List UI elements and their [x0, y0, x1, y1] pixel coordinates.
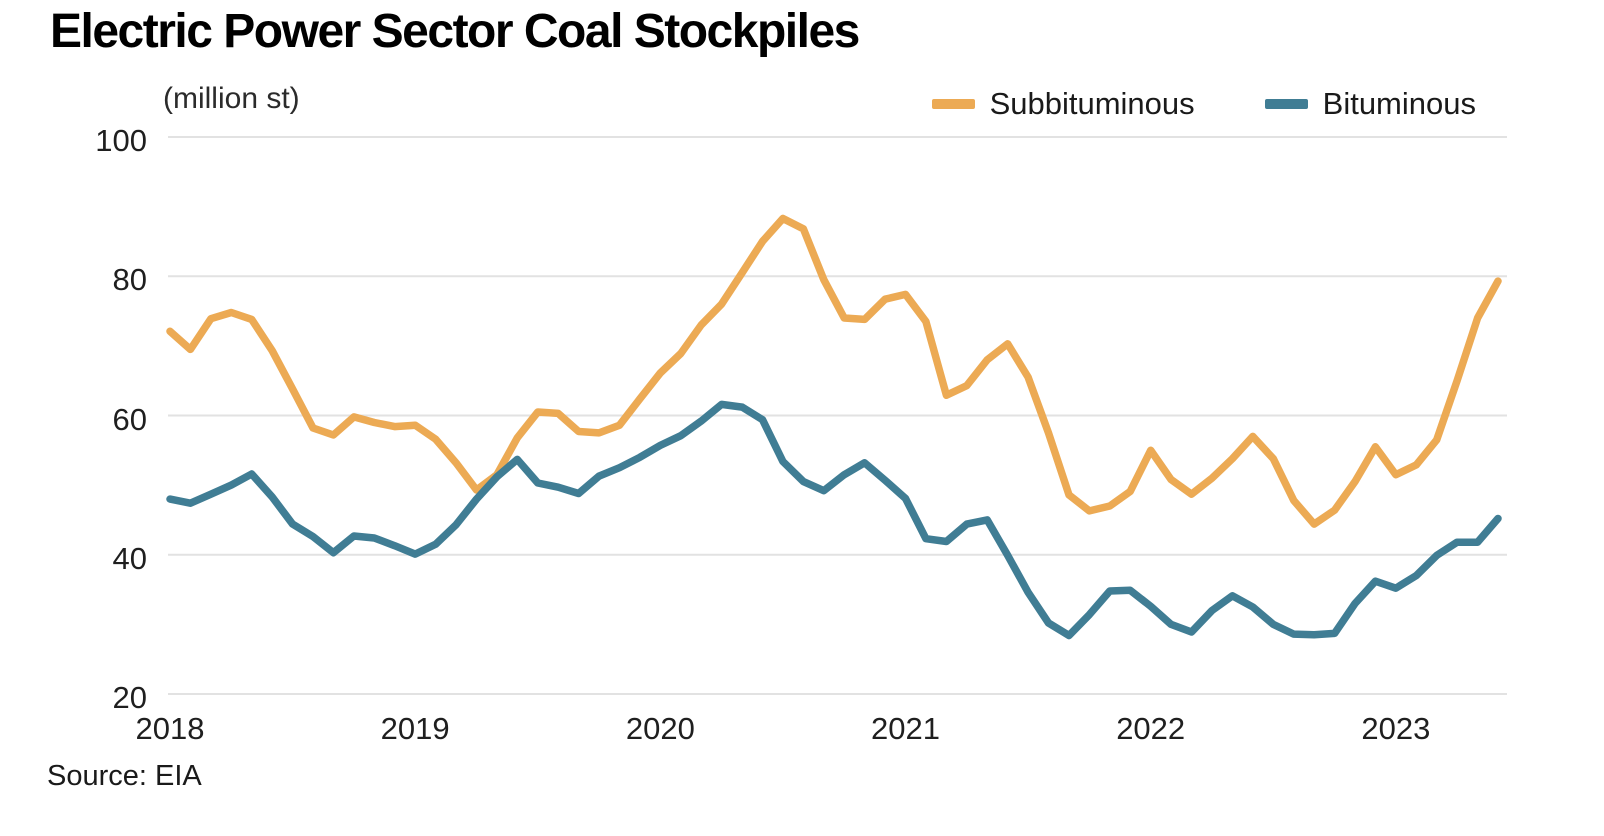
legend-item-subbituminous: Subbituminous — [931, 86, 1195, 122]
legend-label-bituminous: Bituminous — [1322, 86, 1476, 121]
y-tick-label-20: 20 — [112, 680, 147, 715]
bituminous-swatch-icon — [1264, 99, 1308, 109]
subbituminous-swatch-icon — [931, 99, 975, 109]
x-tick-label-2022: 2022 — [1116, 711, 1186, 746]
chart-title: Electric Power Sector Coal Stockpiles — [50, 5, 860, 58]
subbituminous-line — [166, 214, 1502, 528]
x-tick-label-2019: 2019 — [380, 711, 450, 746]
bituminous-line — [166, 400, 1502, 640]
y-axis-unit-label: (million st) — [163, 82, 300, 115]
legend-label-subbituminous: Subbituminous — [989, 86, 1195, 121]
y-tick-label-60: 60 — [112, 401, 147, 437]
y-tick-label-80: 80 — [112, 262, 147, 298]
legend: Subbituminous Bituminous — [931, 86, 1476, 122]
y-tick-label-100: 100 — [95, 123, 147, 158]
x-tick-label-2020: 2020 — [625, 711, 695, 746]
legend-item-bituminous: Bituminous — [1264, 86, 1476, 122]
x-tick-label-2023: 2023 — [1361, 711, 1431, 746]
source-note: Source: EIA — [47, 760, 202, 792]
x-tick-label-2018: 2018 — [135, 711, 205, 746]
x-tick-label-2021: 2021 — [871, 711, 940, 746]
y-tick-label-40: 40 — [112, 540, 147, 576]
